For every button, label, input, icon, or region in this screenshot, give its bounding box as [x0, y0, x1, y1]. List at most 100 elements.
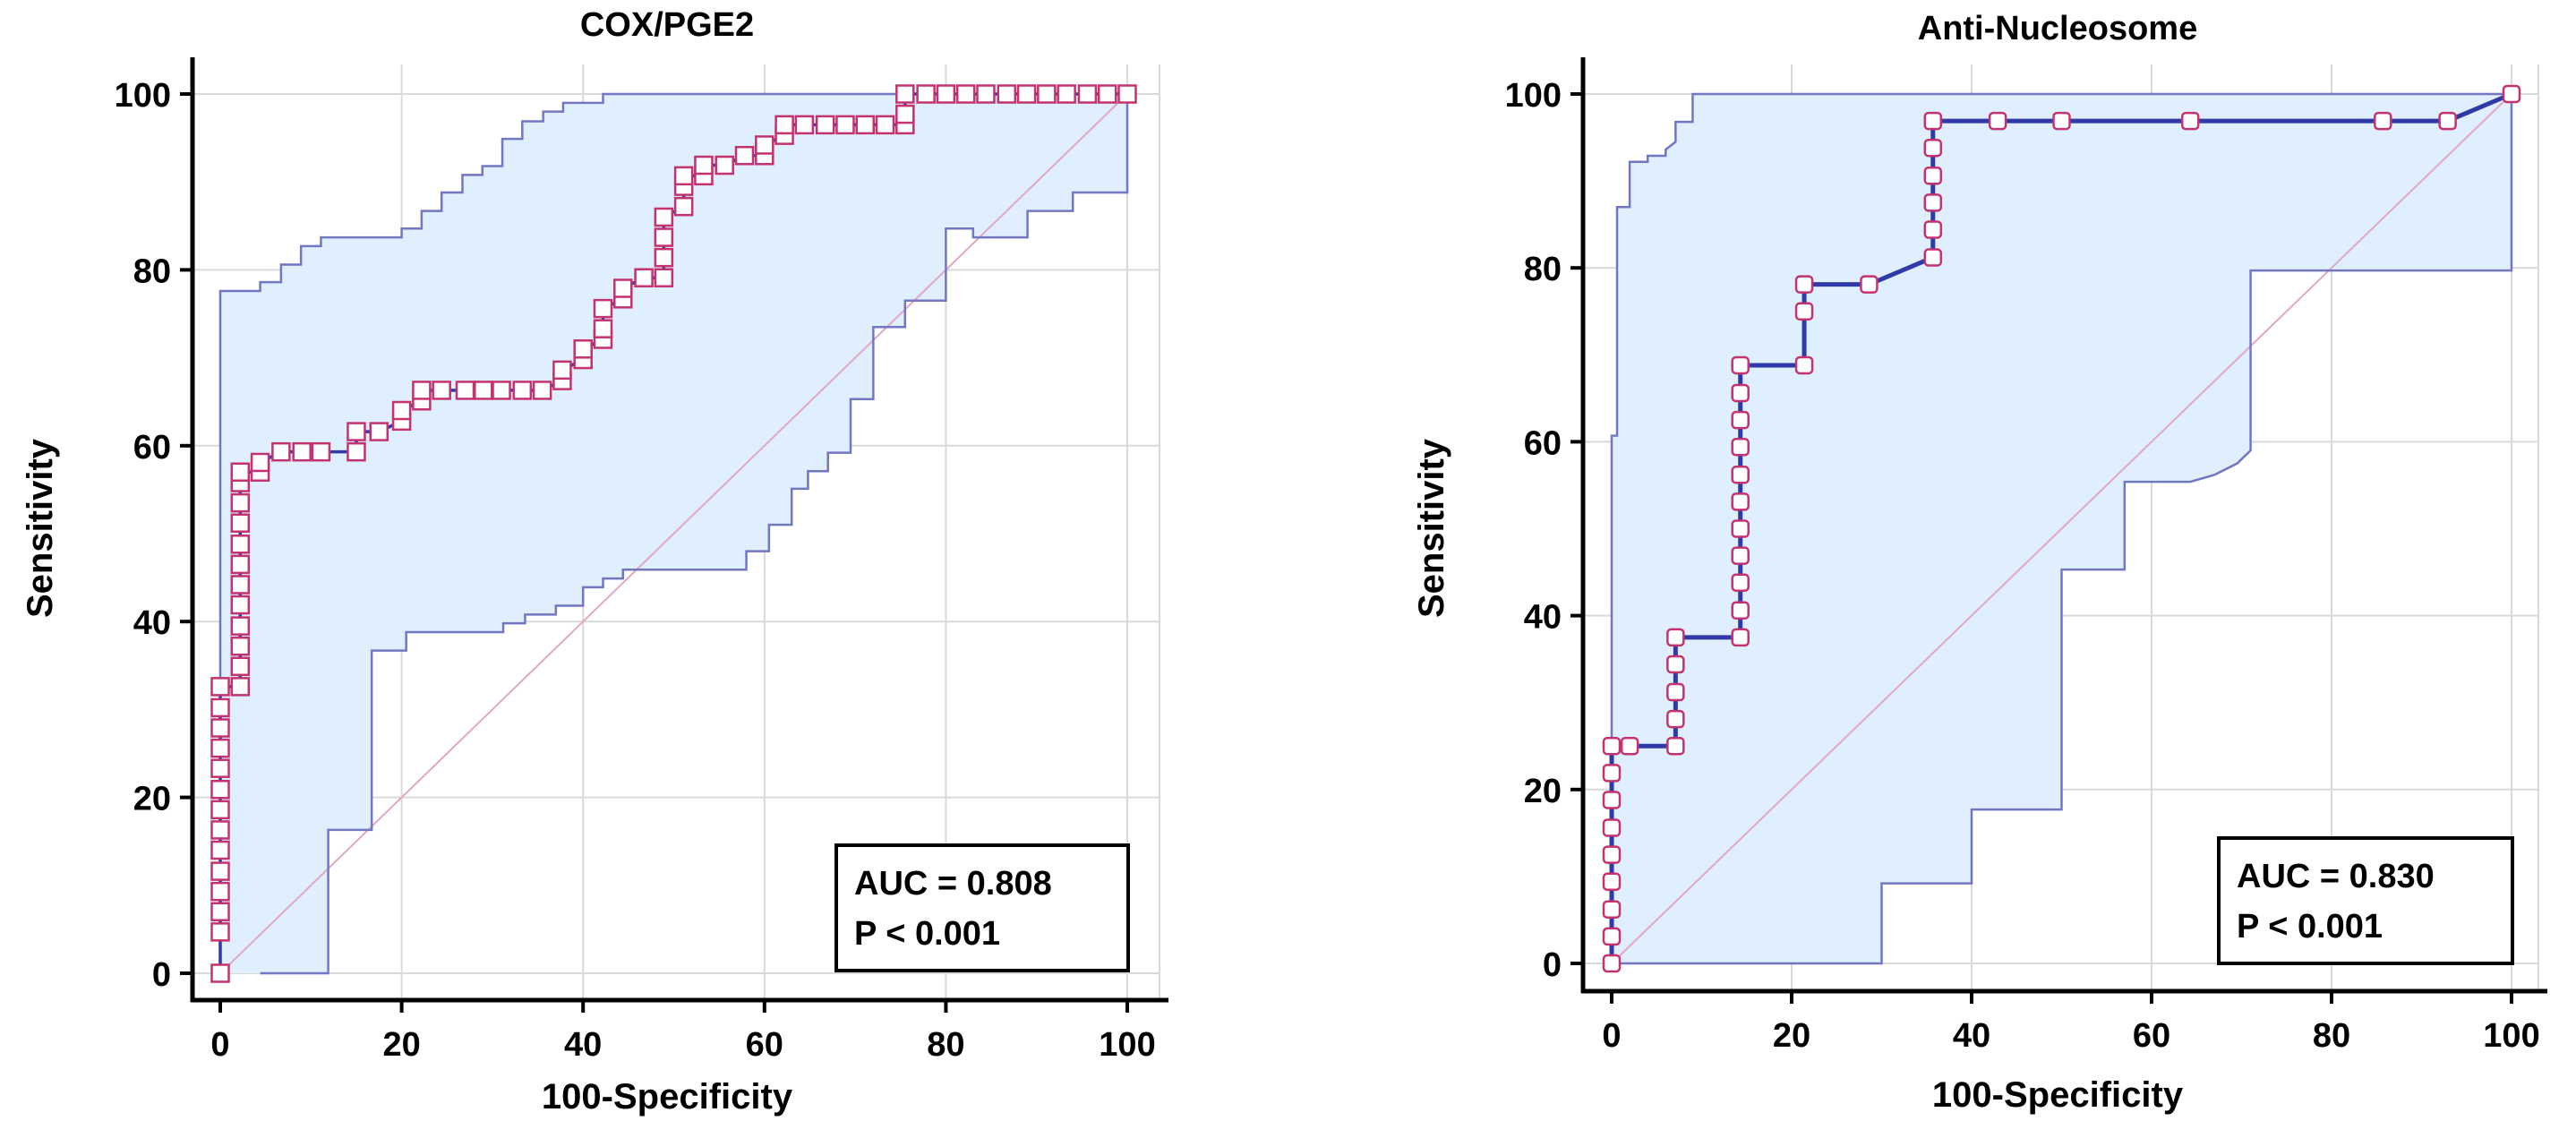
roc-point: [1602, 954, 1622, 973]
roc-point: [1731, 355, 1750, 375]
roc-point: [1666, 709, 1685, 729]
plot-area: [193, 64, 1160, 1000]
roc-point: [210, 861, 230, 881]
y-tick-label: 80: [133, 252, 171, 290]
roc-point: [1923, 248, 1943, 267]
roc-point: [311, 441, 331, 462]
roc-point: [654, 268, 674, 287]
roc-point: [1666, 737, 1685, 756]
roc-point: [2502, 84, 2521, 104]
roc-point: [2052, 111, 2071, 131]
roc-point: [1602, 900, 1622, 920]
roc-chart-anti-nucleosome: Anti-Nucleosome 100-Specificity Sensitiv…: [1412, 10, 2547, 1115]
roc-point: [775, 115, 794, 135]
roc-point: [1117, 84, 1137, 104]
roc-point: [230, 595, 251, 615]
roc-point: [210, 922, 230, 942]
roc-point: [210, 963, 230, 983]
roc-point: [1666, 655, 1685, 674]
roc-point: [1860, 275, 1879, 294]
roc-point: [715, 155, 734, 175]
roc-point: [1923, 138, 1943, 158]
roc-point: [210, 780, 230, 800]
roc-point: [855, 115, 875, 135]
y-tick-label: 100: [1505, 77, 1562, 115]
roc-point: [1602, 845, 1622, 864]
roc-curve: [218, 92, 1127, 973]
roc-point: [1602, 927, 1622, 946]
roc-point: [1731, 519, 1750, 538]
roc-point: [1794, 355, 1814, 375]
roc-point: [613, 278, 633, 298]
roc-point: [1923, 111, 1943, 131]
ci-lower-line: [260, 94, 1129, 975]
roc-point: [391, 400, 412, 421]
ci-upper-line: [218, 92, 1127, 973]
roc-point: [474, 381, 493, 400]
roc-point: [794, 115, 815, 135]
roc-point: [2438, 111, 2457, 131]
x-tick-label: 100: [2483, 1017, 2539, 1055]
roc-point: [1731, 437, 1750, 457]
roc-point: [1666, 682, 1685, 702]
roc-point: [875, 115, 895, 135]
roc-point: [1666, 628, 1685, 647]
roc-point: [1731, 410, 1750, 430]
x-tick-label: 40: [1953, 1017, 1990, 1055]
roc-markers: [1602, 84, 2521, 973]
y-tick-label: 20: [1524, 773, 1562, 810]
x-tick-label: 20: [1773, 1017, 1810, 1055]
roc-point: [1602, 818, 1622, 837]
roc-point: [936, 84, 956, 104]
roc-point: [210, 902, 230, 922]
x-tick-label: 60: [2133, 1017, 2170, 1055]
roc-point: [1057, 84, 1076, 104]
roc-point: [210, 738, 230, 758]
roc-point: [552, 360, 572, 381]
chart-title: Anti-Nucleosome: [1918, 10, 2197, 47]
roc-point: [1731, 628, 1750, 647]
stats-annotation-box: [834, 843, 1130, 972]
roc-point: [230, 554, 251, 575]
roc-point: [1731, 601, 1750, 620]
roc-point: [654, 227, 674, 247]
roc-point: [230, 513, 251, 533]
roc-point: [1097, 84, 1117, 104]
roc-point: [1731, 546, 1750, 565]
y-tick-label: 40: [133, 604, 171, 642]
y-tick-label: 40: [1524, 599, 1562, 637]
axes: 0 20 40 60 80 100 0 20 40 60 80 100: [1505, 57, 2547, 1055]
y-tick-label: 0: [1543, 946, 1562, 984]
x-tick-label: 0: [1602, 1017, 1621, 1055]
roc-point: [369, 422, 389, 441]
roc-point: [2374, 111, 2392, 131]
y-tick-label: 80: [1524, 251, 1562, 288]
y-tick-label: 0: [152, 956, 171, 994]
roc-point: [815, 115, 835, 135]
auc-label: AUC = 0.830: [2237, 858, 2435, 895]
x-tick-label: 100: [1099, 1026, 1155, 1064]
roc-point: [512, 381, 533, 400]
roc-point: [1731, 383, 1750, 403]
roc-point: [210, 758, 230, 778]
roc-point: [210, 820, 230, 840]
roc-point: [1602, 872, 1622, 891]
roc-point: [955, 84, 976, 104]
roc-point: [210, 881, 230, 902]
x-tick-label: 0: [210, 1026, 229, 1064]
y-tick-label: 20: [133, 781, 171, 818]
roc-point: [230, 616, 251, 636]
y-tick-label: 60: [133, 429, 171, 466]
x-tick-label: 20: [382, 1026, 420, 1064]
x-tick-label: 80: [2313, 1017, 2350, 1055]
roc-point: [634, 268, 654, 287]
roc-point: [1923, 193, 1943, 212]
roc-point: [230, 677, 251, 697]
y-tick-label: 60: [1524, 424, 1562, 462]
roc-point: [1602, 737, 1622, 756]
roc-point: [210, 840, 230, 860]
roc-point: [593, 319, 613, 338]
roc-point: [230, 575, 251, 595]
roc-point: [673, 196, 694, 217]
reference-diagonal: [1611, 93, 2512, 964]
